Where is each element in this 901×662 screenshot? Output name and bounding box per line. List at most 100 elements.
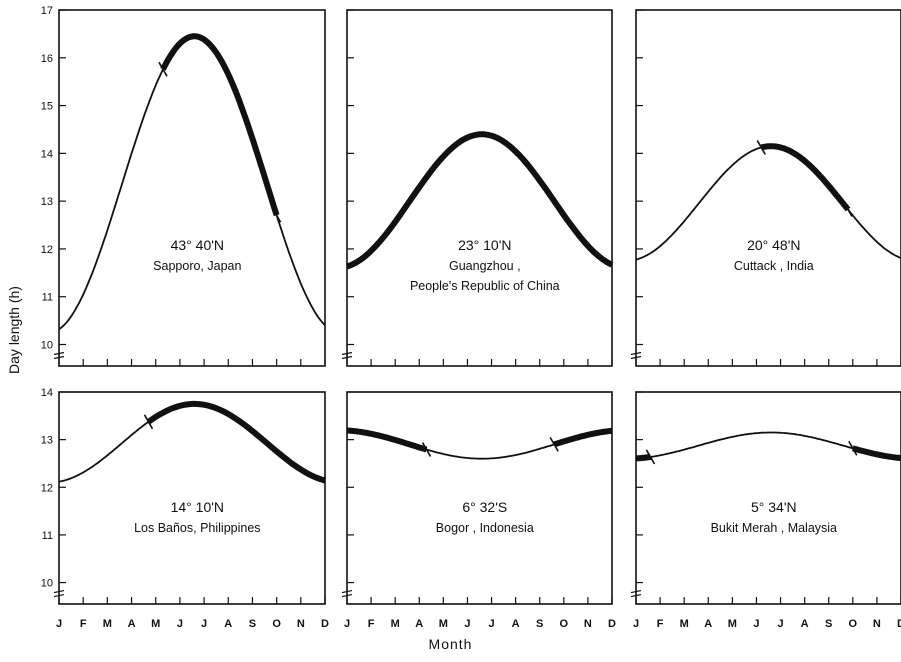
panel-frame — [58, 9, 326, 367]
season-boundary-mark — [756, 140, 766, 155]
y-axis-label-text: Day length (h) — [6, 286, 22, 374]
y-tick-label: 10 — [41, 578, 53, 590]
season-boundary-mark — [158, 61, 168, 77]
growing-season-segment — [346, 427, 428, 453]
panel-6: J F M A M J J A S O N D 5° 34'N Bukit Merah , Malaysi… — [630, 391, 901, 630]
x-tick-label: N — [873, 618, 881, 630]
location-label-2: People's Republic of China — [410, 279, 560, 293]
x-axis-label: Month — [428, 636, 473, 652]
x-tick-label: M — [391, 618, 400, 630]
season-boundary-mark — [143, 414, 154, 430]
day-length-curve — [58, 403, 326, 483]
x-tick-label: J — [464, 618, 470, 630]
x-tick-label: D — [897, 618, 901, 630]
latitude-label: 5° 34'N — [751, 499, 797, 515]
location-label: Bogor , Indonesia — [436, 521, 534, 535]
y-tick-label: 13 — [41, 196, 53, 208]
panel-5: J F M A M J J A S O N D 6° 32'S Bogor , Indonesia — [341, 391, 616, 630]
growing-season-segment — [345, 131, 614, 270]
x-tick-label: F — [80, 618, 87, 630]
y-tick-label: 12 — [41, 482, 53, 494]
y-tick-label: 15 — [41, 101, 53, 113]
axis-break-mark — [341, 351, 353, 360]
day-length-curve — [635, 431, 901, 460]
x-tick-label: A — [512, 618, 520, 630]
season-boundary-mark — [271, 207, 282, 223]
axis-break-mark — [341, 589, 353, 598]
x-tick-label: S — [825, 618, 832, 630]
x-tick-label: A — [224, 618, 232, 630]
x-tick-label: J — [201, 618, 207, 630]
y-tick-label: 17 — [41, 5, 53, 17]
x-tick-label: F — [657, 618, 664, 630]
x-tick-label: D — [321, 618, 329, 630]
x-tick-label: J — [633, 618, 639, 630]
x-tick-label: M — [439, 618, 448, 630]
x-tick-label: S — [536, 618, 543, 630]
growing-season-segment — [160, 33, 280, 217]
panel-frame — [58, 391, 326, 605]
x-tick-label: D — [608, 618, 616, 630]
axis-break-mark — [630, 589, 642, 598]
panel-frame — [635, 9, 901, 367]
x-tick-label: F — [368, 618, 375, 630]
x-tick-label: A — [415, 618, 423, 630]
day-length-curve — [58, 35, 326, 331]
x-tick-label: A — [128, 618, 136, 630]
y-axis-label: Day length (h) — [2, 210, 26, 450]
x-tick-label: J — [777, 618, 783, 630]
y-tick-label: 14 — [41, 148, 53, 160]
growing-season-segment — [553, 427, 613, 448]
season-boundary-mark — [848, 440, 858, 456]
panel-frame — [346, 391, 613, 605]
x-tick-label: M — [151, 618, 160, 630]
axis-break-mark — [53, 351, 65, 360]
x-tick-label: A — [704, 618, 712, 630]
x-tick-label: N — [297, 618, 305, 630]
y-tick-label: 11 — [42, 292, 53, 304]
growing-season-segment — [146, 400, 326, 484]
x-tick-label: N — [584, 618, 592, 630]
latitude-label: 43° 40'N — [171, 237, 224, 253]
location-label: Guangzhou , — [449, 259, 521, 273]
x-tick-label: O — [272, 618, 281, 630]
y-tick-label: 14 — [41, 387, 53, 399]
x-tick-label: J — [56, 618, 62, 630]
season-boundary-mark — [645, 449, 656, 465]
panel-frame — [346, 9, 613, 367]
x-tick-label: M — [680, 618, 689, 630]
location-label: Sapporo, Japan — [153, 259, 241, 273]
x-tick-label: M — [728, 618, 737, 630]
y-tick-label: 11 — [42, 530, 53, 542]
x-tick-label: M — [103, 618, 112, 630]
growing-season-segment — [852, 445, 901, 462]
x-tick-label: J — [177, 618, 183, 630]
season-boundary-mark — [421, 442, 432, 457]
y-tick-label: 10 — [41, 339, 53, 351]
panel-4: 10 11 12 13 14 J F M A M J J A S O N D 14° 10'N Los Baños,… — [41, 387, 329, 630]
location-label: Los Baños, Philippines — [134, 521, 260, 535]
y-tick-label: 16 — [41, 53, 53, 65]
panel-3: 20° 48'N Cuttack , India — [630, 9, 901, 367]
latitude-label: 14° 10'N — [171, 499, 224, 515]
location-label: Bukit Merah , Malaysia — [711, 521, 837, 535]
growing-season-segment — [635, 454, 652, 462]
panel-frame — [635, 391, 901, 605]
x-tick-label: O — [560, 618, 569, 630]
y-tick-label: 12 — [41, 244, 53, 256]
panel-1: 10 11 12 13 14 15 16 17 43° 40'N Sapporo, Japan — [41, 5, 326, 367]
season-boundary-mark — [843, 202, 853, 217]
axis-break-mark — [53, 589, 65, 598]
latitude-label: 20° 48'N — [747, 237, 800, 253]
x-tick-label: J — [344, 618, 350, 630]
growing-season-segment — [760, 143, 851, 212]
season-boundary-mark — [549, 437, 559, 452]
x-tick-label: J — [488, 618, 494, 630]
panel-2: 23° 10'N Guangzhou , People's Republic of … — [341, 9, 614, 367]
y-tick-label: 13 — [41, 435, 53, 447]
latitude-label: 6° 32'S — [462, 499, 507, 515]
x-tick-label: A — [801, 618, 809, 630]
x-tick-label: J — [753, 618, 759, 630]
x-tick-label: S — [249, 618, 256, 630]
